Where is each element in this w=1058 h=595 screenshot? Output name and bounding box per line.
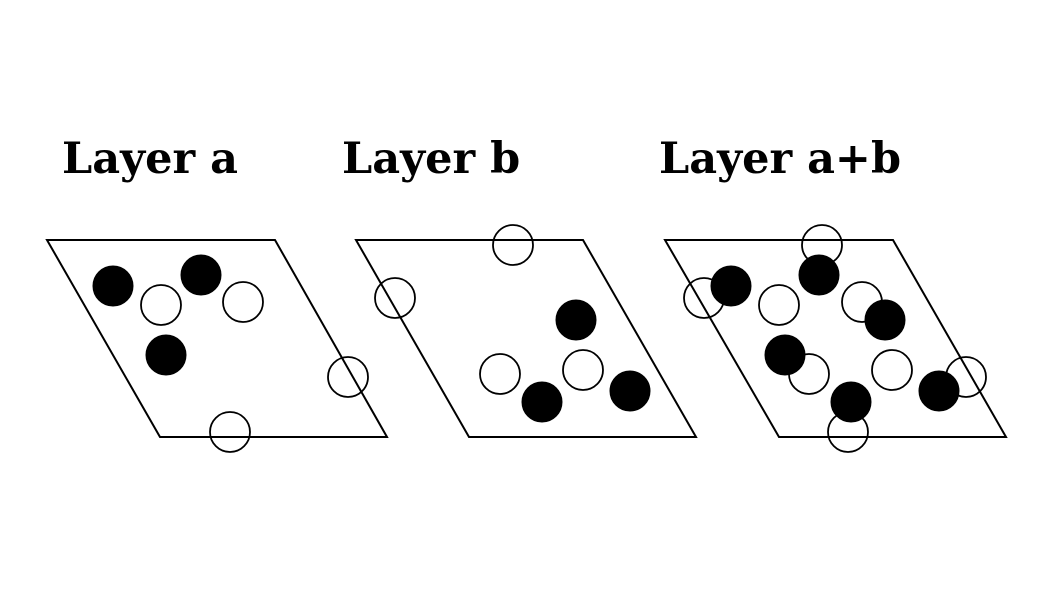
open-atom — [222, 281, 264, 323]
filled-atom — [180, 254, 222, 296]
panel-layer-a: Layer a — [45, 134, 389, 453]
panel-title-layer-a-b: Layer a+b — [659, 134, 901, 184]
open-atom — [871, 349, 913, 391]
unit-cell-parallelogram — [354, 239, 698, 438]
filled-atom — [521, 381, 563, 423]
open-atom — [492, 224, 534, 266]
open-atom — [562, 349, 604, 391]
filled-atom — [798, 254, 840, 296]
open-atom — [374, 277, 416, 319]
unit-cell-parallelogram — [45, 239, 389, 438]
filled-atom — [92, 265, 134, 307]
filled-atom — [710, 265, 752, 307]
panel-layer-b: Layer b — [342, 134, 698, 438]
open-atom — [327, 356, 369, 398]
filled-atom — [609, 370, 651, 412]
filled-atom — [764, 334, 806, 376]
panel-layer-a-b: Layer a+b — [659, 134, 1008, 453]
open-atom — [479, 353, 521, 395]
filled-atom — [830, 381, 872, 423]
filled-atom — [555, 299, 597, 341]
panel-title-layer-b: Layer b — [342, 134, 520, 184]
filled-atom — [918, 370, 960, 412]
open-atom — [758, 284, 800, 326]
open-atom — [140, 284, 182, 326]
unit-cell-parallelogram — [663, 239, 1008, 438]
open-atom — [209, 411, 251, 453]
filled-atom — [864, 299, 906, 341]
panel-title-layer-a: Layer a — [62, 134, 238, 184]
filled-atom — [145, 334, 187, 376]
